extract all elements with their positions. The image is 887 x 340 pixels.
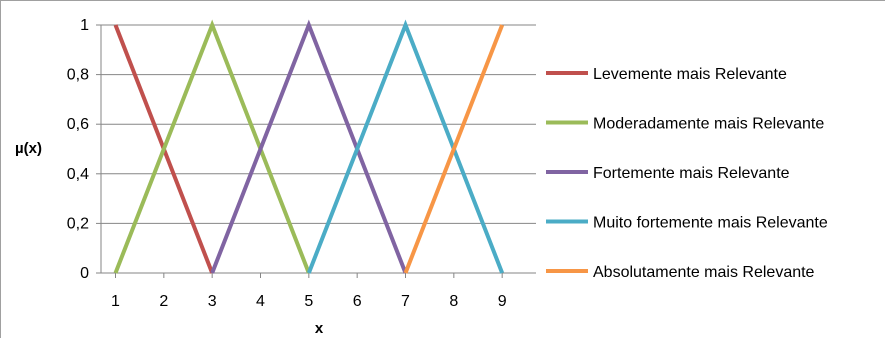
axes: 0 0,2 0,4 0,6 0,8 1 1 2 3 4 5 6 7 8 9 xyxy=(67,17,536,310)
x-tick-label: 4 xyxy=(256,293,265,310)
y-axis-title: µ(x) xyxy=(15,140,42,157)
x-tick-label: 3 xyxy=(208,293,217,310)
legend-label: Moderadamente mais Relevante xyxy=(593,116,824,133)
y-tick-label: 1 xyxy=(80,17,89,34)
y-tick-label: 0 xyxy=(80,265,89,282)
x-tick-label: 5 xyxy=(304,293,313,310)
y-tick-label: 0,4 xyxy=(67,166,89,183)
series-line-2 xyxy=(113,19,311,274)
legend-label: Levemente mais Relevante xyxy=(593,66,787,83)
x-tick-label: 7 xyxy=(401,293,410,310)
x-tick-label: 8 xyxy=(449,293,458,310)
legend: Levemente mais Relevante Moderadamente ma… xyxy=(546,66,828,281)
x-tick-label: 9 xyxy=(498,293,507,310)
legend-label: Absolutamente mais Relevante xyxy=(593,264,815,281)
series-line-4 xyxy=(306,19,505,274)
y-tick-label: 0,6 xyxy=(67,116,89,133)
x-tick-label: 6 xyxy=(353,293,362,310)
x-axis-title: x xyxy=(315,320,324,337)
legend-label: Muito fortemente mais Relevante xyxy=(593,215,828,232)
series-line-5 xyxy=(403,24,505,274)
series-lines xyxy=(113,19,505,274)
y-tick-label: 0,2 xyxy=(67,215,89,232)
x-tick-label: 1 xyxy=(111,293,120,310)
legend-label: Fortemente mais Relevante xyxy=(593,165,790,182)
y-tick-label: 0,8 xyxy=(67,67,89,84)
x-tick-label: 2 xyxy=(159,293,168,310)
series-line-3 xyxy=(210,19,408,274)
